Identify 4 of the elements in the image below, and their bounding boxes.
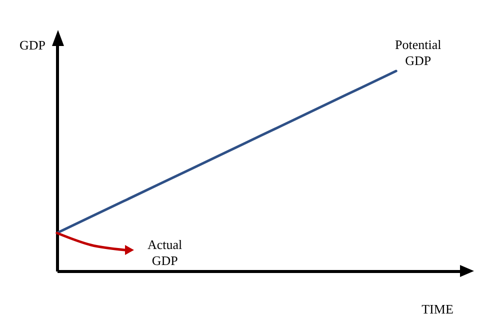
y-axis-title: GDP <box>19 38 46 52</box>
series-label: Actual GDP <box>147 237 183 268</box>
series-label: Potential GDP <box>394 37 442 68</box>
x-axis-title: TIME <box>422 302 454 316</box>
